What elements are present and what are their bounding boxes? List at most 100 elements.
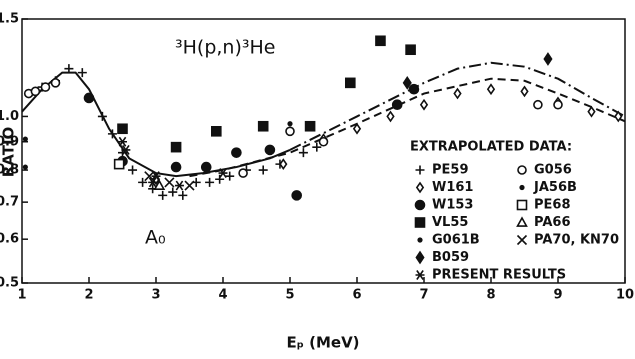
legend-marker [415, 270, 425, 280]
marker [211, 126, 222, 137]
y-tick-label: 0.5 [0, 276, 19, 291]
marker [138, 177, 148, 187]
legend-marker [519, 184, 525, 191]
marker [205, 177, 215, 187]
marker [40, 82, 51, 92]
marker [107, 129, 117, 139]
legend-label: PE59 [432, 163, 469, 178]
legend-marker [516, 216, 528, 227]
marker [83, 92, 95, 104]
marker [118, 136, 127, 147]
marker [614, 110, 623, 123]
marker [264, 144, 276, 156]
marker [520, 85, 529, 98]
marker [258, 165, 268, 175]
marker [298, 148, 308, 158]
legend-label: VL55 [432, 215, 468, 230]
marker [158, 190, 168, 200]
marker [287, 121, 293, 127]
legend-label: PA70, KN70 [534, 233, 619, 248]
marker [231, 147, 242, 158]
marker [238, 168, 248, 178]
x-tick-label: 10 [616, 288, 634, 303]
y-tick-label: 0.6 [0, 232, 19, 247]
y-tick-label: 0.8 [0, 163, 19, 178]
legend-label: W161 [432, 180, 473, 195]
marker [375, 35, 386, 47]
marker [184, 180, 195, 191]
x-axis-label: Eₚ (MeV) [286, 334, 359, 352]
legend-marker [516, 234, 528, 246]
marker [285, 126, 295, 137]
marker [279, 158, 288, 171]
x-tick-label: 9 [553, 288, 562, 303]
marker [148, 177, 158, 188]
marker [405, 44, 416, 56]
legend-label: PA66 [534, 215, 571, 230]
fit-curve [21, 71, 291, 178]
marker [587, 105, 596, 118]
marker [151, 173, 161, 186]
marker [113, 158, 125, 170]
y-tick-label: 0.9 [0, 134, 19, 149]
legend-marker [415, 181, 425, 194]
marker [97, 111, 107, 121]
y-tick-label: 0.7 [0, 195, 19, 210]
legend-marker [417, 237, 423, 243]
fit-curve [189, 77, 626, 178]
marker [128, 165, 138, 175]
x-tick-label: 2 [84, 288, 93, 303]
marker [77, 68, 87, 78]
marker [553, 99, 563, 110]
legend-label: G056 [534, 163, 572, 178]
marker [117, 123, 128, 135]
legend-label: B059 [432, 250, 469, 265]
reaction-label: ³H(p,n)³He [175, 37, 275, 59]
marker [22, 136, 28, 142]
marker [144, 171, 155, 182]
x-tick-label: 3 [151, 288, 160, 303]
marker [386, 110, 395, 123]
legend-marker [516, 199, 528, 211]
marker [419, 98, 429, 111]
legend-marker [415, 250, 425, 265]
marker [22, 164, 28, 170]
marker [218, 168, 228, 179]
marker [408, 83, 420, 95]
marker [178, 190, 188, 200]
legend-title: EXTRAPOLATED DATA: [410, 140, 572, 155]
x-tick-label: 7 [419, 288, 428, 303]
fit-curve [289, 61, 626, 151]
legend-marker [415, 165, 425, 175]
marker [453, 87, 462, 100]
x-tick-label: 1 [17, 288, 26, 303]
marker [30, 86, 41, 97]
y-axis-label: RATIO [0, 127, 18, 178]
marker [543, 52, 553, 66]
marker [486, 83, 496, 96]
marker [164, 177, 175, 188]
marker [391, 99, 403, 111]
marker [174, 180, 184, 191]
legend-marker [414, 217, 426, 228]
legend-marker [517, 165, 527, 175]
marker [344, 77, 356, 89]
marker [352, 122, 362, 135]
marker [64, 64, 74, 74]
marker [215, 174, 225, 184]
marker [225, 171, 235, 181]
a0-label: A₀ [145, 227, 166, 249]
legend-label: PRESENT RESULTS [432, 268, 566, 283]
y-tick-label: 1.5 [0, 12, 19, 27]
marker [170, 141, 182, 153]
legend-label: G061B [432, 233, 480, 248]
marker [402, 76, 412, 90]
marker [200, 161, 212, 173]
marker [318, 136, 329, 147]
marker [312, 142, 322, 152]
plot-frame [21, 18, 626, 284]
marker [533, 99, 543, 110]
marker [257, 120, 269, 132]
marker [153, 179, 166, 190]
